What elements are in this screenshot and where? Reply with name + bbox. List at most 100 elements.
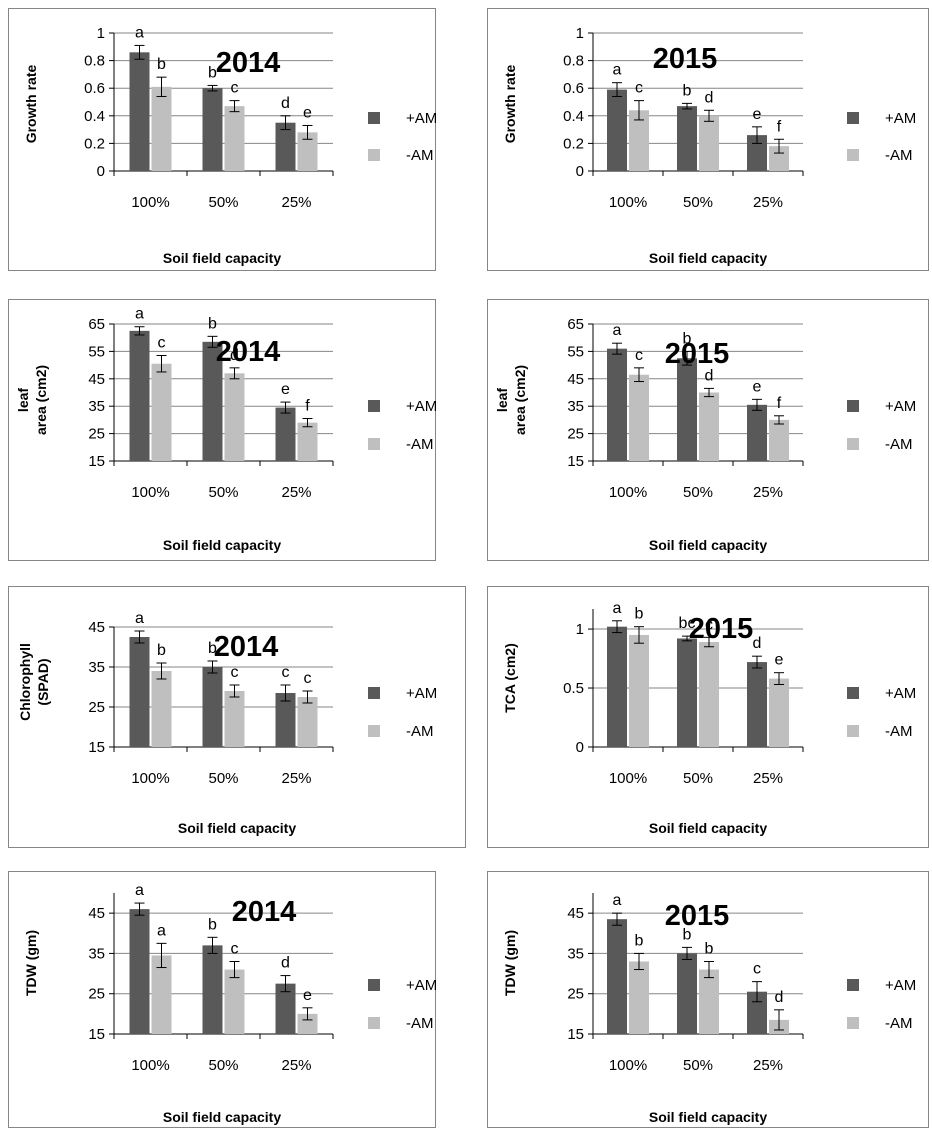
significance-letter: d [705, 367, 714, 384]
y-axis-title-group: Chlorophyll (SPAD) [17, 643, 51, 721]
y-tick-label: 45 [88, 371, 105, 388]
significance-letter: c [635, 80, 643, 97]
bar-plus-am [607, 919, 627, 1034]
y-tick-label: 0.2 [563, 135, 584, 152]
y-tick-label: 0 [576, 163, 584, 180]
bar-minus-am [629, 961, 649, 1034]
bar-plus-am [677, 953, 697, 1034]
significance-letter: c [635, 347, 643, 364]
y-tick-label: 0.2 [84, 135, 105, 152]
x-axis-title: Soil field capacity [163, 537, 281, 553]
y-tick-label: 35 [88, 398, 105, 415]
legend-label-plus-am: +AM [406, 685, 437, 702]
significance-letter: b [683, 330, 692, 347]
legend-swatch-plus-am [368, 979, 380, 991]
year-label: 2015 [689, 613, 754, 645]
y-tick-label: 65 [88, 316, 105, 333]
y-axis-title-line: (SPAD) [35, 658, 51, 705]
bar-plus-am [607, 89, 627, 171]
y-tick-label: 0.8 [84, 53, 105, 70]
legend-label-minus-am: -AM [885, 723, 913, 740]
bar-minus-am [297, 422, 318, 461]
bar-minus-am [629, 110, 649, 171]
x-tick-label: 25% [281, 484, 311, 501]
y-tick-label: 35 [567, 945, 584, 962]
legend-swatch-minus-am [368, 725, 380, 737]
significance-letter: c [304, 670, 312, 687]
legend-label-minus-am: -AM [885, 147, 913, 164]
bar-plus-am [202, 945, 223, 1034]
y-axis-title: Chlorophyll (SPAD) [17, 643, 51, 721]
x-tick-label: 100% [609, 1057, 647, 1074]
significance-letter: e [775, 652, 784, 669]
legend-swatch-minus-am [847, 1017, 859, 1029]
y-axis-title-line: area (cm2) [512, 365, 528, 435]
y-tick-label: 35 [567, 398, 584, 415]
y-tick-label: 35 [88, 659, 105, 676]
legend-swatch-minus-am [368, 149, 380, 161]
significance-letter: e [753, 106, 762, 123]
significance-letter: a [135, 882, 144, 899]
significance-letter: e [303, 987, 312, 1004]
y-tick-label: 15 [88, 453, 105, 470]
y-tick-label: 0.4 [84, 108, 105, 125]
y-axis-title-group: TDW (gm) [502, 930, 518, 996]
chart-leaf-area-2015: 15 25 35 45 55 65 a c 100% b d 50% e f 25% 2015 Soil fie… [487, 299, 929, 561]
bar-plus-am [747, 404, 767, 461]
y-tick-label: 1 [97, 25, 105, 42]
significance-letter: a [135, 610, 144, 627]
significance-letter: a [613, 600, 622, 617]
legend-swatch-minus-am [847, 149, 859, 161]
x-tick-label: 50% [683, 484, 713, 501]
bar-plus-am [607, 626, 627, 747]
bar-minus-am [297, 697, 318, 747]
legend-swatch-plus-am [368, 687, 380, 699]
x-axis-title: Soil field capacity [163, 250, 281, 266]
significance-letter: b [208, 315, 217, 332]
x-tick-label: 25% [753, 770, 783, 787]
chart-tdw-2014: 15 25 35 45 a a 100% b c 50% d e 25% 2014 Soil field c… [8, 871, 437, 1128]
y-tick-label: 25 [88, 986, 105, 1003]
y-tick-label: 25 [567, 426, 584, 443]
chart-svg: 15 25 35 45 a a 100% bc 50% de 25% 2014 Soil field c… [8, 871, 437, 1128]
x-tick-label: 100% [131, 770, 169, 787]
significance-letter: b [705, 940, 714, 957]
legend-label-minus-am: -AM [885, 436, 913, 453]
y-axis-title: leaf area (cm2) [15, 365, 49, 435]
significance-letter: c [231, 940, 239, 957]
significance-letter: b [208, 640, 217, 657]
significance-letter: a [613, 322, 622, 339]
significance-letter: b [635, 932, 644, 949]
x-tick-label: 100% [131, 194, 169, 211]
y-tick-label: 55 [567, 343, 584, 360]
significance-letter: a [157, 922, 166, 939]
significance-letter: d [230, 347, 239, 364]
y-axis-title: Growth rate [23, 65, 39, 144]
bar-plus-am [677, 358, 697, 461]
x-axis-title: Soil field capacity [649, 1109, 767, 1125]
year-label: 2015 [665, 900, 730, 932]
x-axis-title: Soil field capacity [649, 820, 767, 836]
legend-label-minus-am: -AM [406, 147, 434, 164]
significance-letter: b [157, 56, 166, 73]
bar-plus-am [677, 106, 697, 171]
bar-minus-am [699, 392, 719, 461]
legend-label-plus-am: +AM [885, 977, 916, 994]
significance-letter: e [281, 381, 290, 398]
significance-letter: a [613, 62, 622, 79]
x-tick-label: 25% [753, 194, 783, 211]
significance-letter: b [683, 926, 692, 943]
legend-label-plus-am: +AM [406, 977, 437, 994]
y-tick-label: 15 [567, 453, 584, 470]
bar-plus-am [129, 330, 150, 461]
year-label: 2015 [665, 338, 730, 370]
x-tick-label: 50% [208, 194, 238, 211]
x-tick-label: 50% [208, 484, 238, 501]
bar-minus-am [224, 106, 245, 171]
bar-minus-am [224, 373, 245, 461]
significance-letter: bc [679, 615, 696, 632]
x-tick-label: 50% [208, 1057, 238, 1074]
y-tick-label: 1 [576, 25, 584, 42]
bar-plus-am [607, 348, 627, 461]
